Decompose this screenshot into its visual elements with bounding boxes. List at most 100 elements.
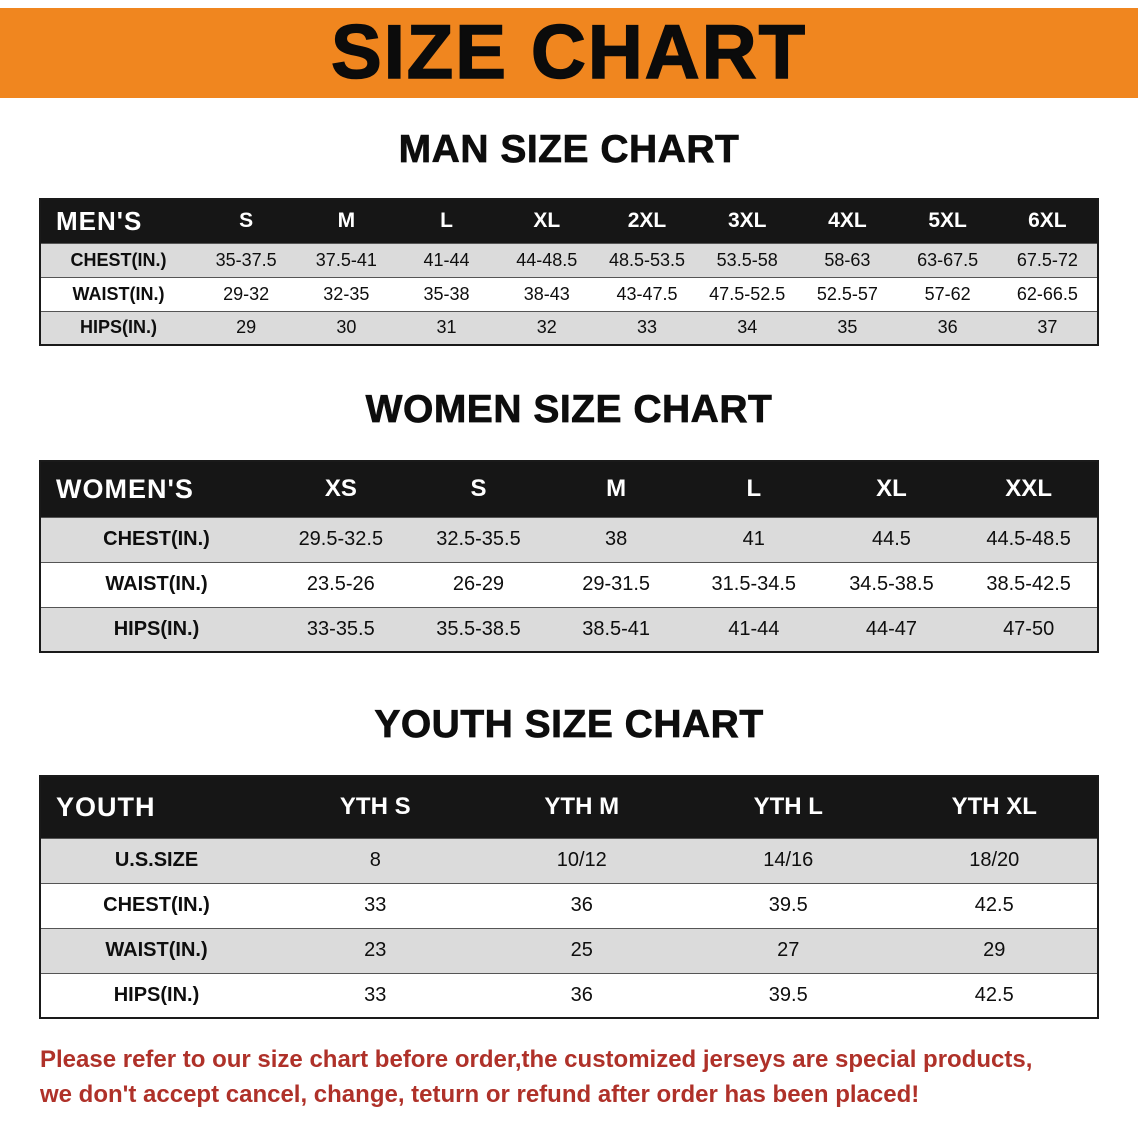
size-header-cell: YTH S xyxy=(272,776,479,838)
measurement-value-cell: 47.5-52.5 xyxy=(697,276,798,311)
measurement-label-cell: WAIST(IN.) xyxy=(40,927,272,973)
table-header-row: MEN'S S M L XL 2XL 3XL 4XL 5XL 6XL xyxy=(40,199,1098,243)
size-header-cell: 4XL xyxy=(797,199,898,243)
youth-section-title: YOUTH SIZE CHART xyxy=(374,703,764,747)
size-header-cell: M xyxy=(547,461,685,517)
measurement-value-cell: 23.5-26 xyxy=(272,561,410,607)
measurement-value-cell: 58-63 xyxy=(797,242,898,277)
youth-size-table: YOUTH YTH S YTH M YTH L YTH XL U.S.SIZE 8 10/12… xyxy=(39,775,1099,1019)
mens-section-title: MAN SIZE CHART xyxy=(398,128,740,172)
disclaimer-note: Please refer to our size chart before or… xyxy=(40,1043,1138,1113)
measurement-value-cell: 18/20 xyxy=(891,837,1098,883)
measurement-value-cell: 29 xyxy=(196,310,297,345)
womens-section-title: WOMEN SIZE CHART xyxy=(365,388,773,432)
size-header-cell: XXL xyxy=(960,461,1098,517)
measurement-value-cell: 30 xyxy=(296,310,397,345)
table-row: WAIST(IN.) 23.5-26 26-29 29-31.5 31.5-34.5 34… xyxy=(40,561,1098,607)
banner-title: SIZE CHART xyxy=(330,10,807,95)
size-header-cell: 2XL xyxy=(596,199,698,243)
womens-size-table: WOMEN'S XS S M L XL XXL CHEST(IN.) 29.5-32.5 32.5… xyxy=(39,460,1099,653)
measurement-value-cell: 52.5-57 xyxy=(797,276,898,311)
measurement-value-cell: 53.5-58 xyxy=(697,242,798,277)
size-header-cell: YTH XL xyxy=(891,776,1098,838)
table-row: CHEST(IN.) 35-37.5 37.5-41 41-44 44-48.5 48.5… xyxy=(40,242,1098,277)
measurement-value-cell: 14/16 xyxy=(685,837,892,883)
measurement-value-cell: 8 xyxy=(272,837,479,883)
size-header-cell: XL xyxy=(496,199,597,243)
measurement-value-cell: 34 xyxy=(697,310,798,345)
measurement-value-cell: 34.5-38.5 xyxy=(822,561,961,607)
size-header-cell: XL xyxy=(822,461,961,517)
measurement-value-cell: 47-50 xyxy=(960,606,1098,652)
measurement-value-cell: 36 xyxy=(478,972,685,1018)
measurement-value-cell: 32 xyxy=(496,310,597,345)
measurement-label-cell: HIPS(IN.) xyxy=(40,606,272,652)
size-header-cell: M xyxy=(296,199,397,243)
measurement-value-cell: 33 xyxy=(272,882,479,928)
measurement-value-cell: 37.5-41 xyxy=(296,242,397,277)
measurement-value-cell: 38 xyxy=(547,516,685,562)
size-header-cell: L xyxy=(396,199,497,243)
table-row: U.S.SIZE 8 10/12 14/16 18/20 xyxy=(40,837,1098,883)
table-row: WAIST(IN.) 23 25 27 29 xyxy=(40,927,1098,973)
table-title-cell: YOUTH xyxy=(40,776,272,838)
measurement-value-cell: 29.5-32.5 xyxy=(272,516,410,562)
table-title-cell: WOMEN'S xyxy=(40,461,272,517)
size-header-cell: YTH M xyxy=(478,776,685,838)
table-row: HIPS(IN.) 29 30 31 32 33 34 35 36 37 xyxy=(40,310,1098,345)
size-header-cell: S xyxy=(196,199,297,243)
size-header-cell: 3XL xyxy=(697,199,798,243)
womens-size-section: WOMEN SIZE CHART WOMEN'S XS S M L XL XXL CHEST(… xyxy=(0,388,1138,653)
measurement-value-cell: 26-29 xyxy=(409,561,548,607)
table-row: HIPS(IN.) 33-35.5 35.5-38.5 38.5-41 41-44 44-… xyxy=(40,606,1098,652)
mens-size-section: MAN SIZE CHART MEN'S S M L XL 2XL 3XL 4XL 5XL 6XL… xyxy=(0,128,1138,346)
measurement-value-cell: 42.5 xyxy=(891,972,1098,1018)
measurement-value-cell: 39.5 xyxy=(685,882,892,928)
table-row: CHEST(IN.) 33 36 39.5 42.5 xyxy=(40,882,1098,928)
measurement-value-cell: 48.5-53.5 xyxy=(596,242,698,277)
measurement-value-cell: 33 xyxy=(272,972,479,1018)
table-row: HIPS(IN.) 33 36 39.5 42.5 xyxy=(40,972,1098,1018)
measurement-value-cell: 35 xyxy=(797,310,898,345)
measurement-value-cell: 37 xyxy=(997,310,1098,345)
measurement-value-cell: 27 xyxy=(685,927,892,973)
measurement-value-cell: 33 xyxy=(596,310,698,345)
size-header-cell: XS xyxy=(272,461,410,517)
measurement-value-cell: 44.5 xyxy=(822,516,961,562)
youth-size-section: YOUTH SIZE CHART YOUTH YTH S YTH M YTH L YTH… xyxy=(0,703,1138,1019)
measurement-value-cell: 23 xyxy=(272,927,479,973)
measurement-value-cell: 41-44 xyxy=(684,606,823,652)
table-title-cell: MEN'S xyxy=(40,199,196,243)
measurement-label-cell: HIPS(IN.) xyxy=(40,310,196,345)
measurement-value-cell: 36 xyxy=(478,882,685,928)
measurement-value-cell: 38-43 xyxy=(496,276,597,311)
measurement-value-cell: 39.5 xyxy=(685,972,892,1018)
measurement-label-cell: CHEST(IN.) xyxy=(40,242,196,277)
mens-size-table: MEN'S S M L XL 2XL 3XL 4XL 5XL 6XL CHEST(IN.) 35-37… xyxy=(39,198,1099,346)
measurement-label-cell: WAIST(IN.) xyxy=(40,561,272,607)
measurement-value-cell: 62-66.5 xyxy=(997,276,1098,311)
measurement-label-cell: CHEST(IN.) xyxy=(40,516,272,562)
measurement-label-cell: HIPS(IN.) xyxy=(40,972,272,1018)
measurement-value-cell: 25 xyxy=(478,927,685,973)
measurement-value-cell: 57-62 xyxy=(897,276,998,311)
measurement-value-cell: 35.5-38.5 xyxy=(409,606,548,652)
table-header-row: YOUTH YTH S YTH M YTH L YTH XL xyxy=(40,776,1098,838)
size-header-cell: 6XL xyxy=(997,199,1098,243)
measurement-value-cell: 63-67.5 xyxy=(897,242,998,277)
measurement-value-cell: 44-47 xyxy=(822,606,961,652)
size-chart-banner: SIZE CHART xyxy=(0,8,1138,98)
disclaimer-line-1: Please refer to our size chart before or… xyxy=(40,1046,1033,1073)
measurement-value-cell: 44-48.5 xyxy=(496,242,597,277)
measurement-value-cell: 32.5-35.5 xyxy=(409,516,548,562)
measurement-label-cell: CHEST(IN.) xyxy=(40,882,272,928)
measurement-value-cell: 31 xyxy=(396,310,497,345)
size-header-cell: 5XL xyxy=(897,199,998,243)
measurement-value-cell: 41-44 xyxy=(396,242,497,277)
measurement-value-cell: 41 xyxy=(684,516,823,562)
measurement-value-cell: 29 xyxy=(891,927,1098,973)
measurement-value-cell: 29-32 xyxy=(196,276,297,311)
size-header-cell: S xyxy=(409,461,548,517)
measurement-value-cell: 44.5-48.5 xyxy=(960,516,1098,562)
